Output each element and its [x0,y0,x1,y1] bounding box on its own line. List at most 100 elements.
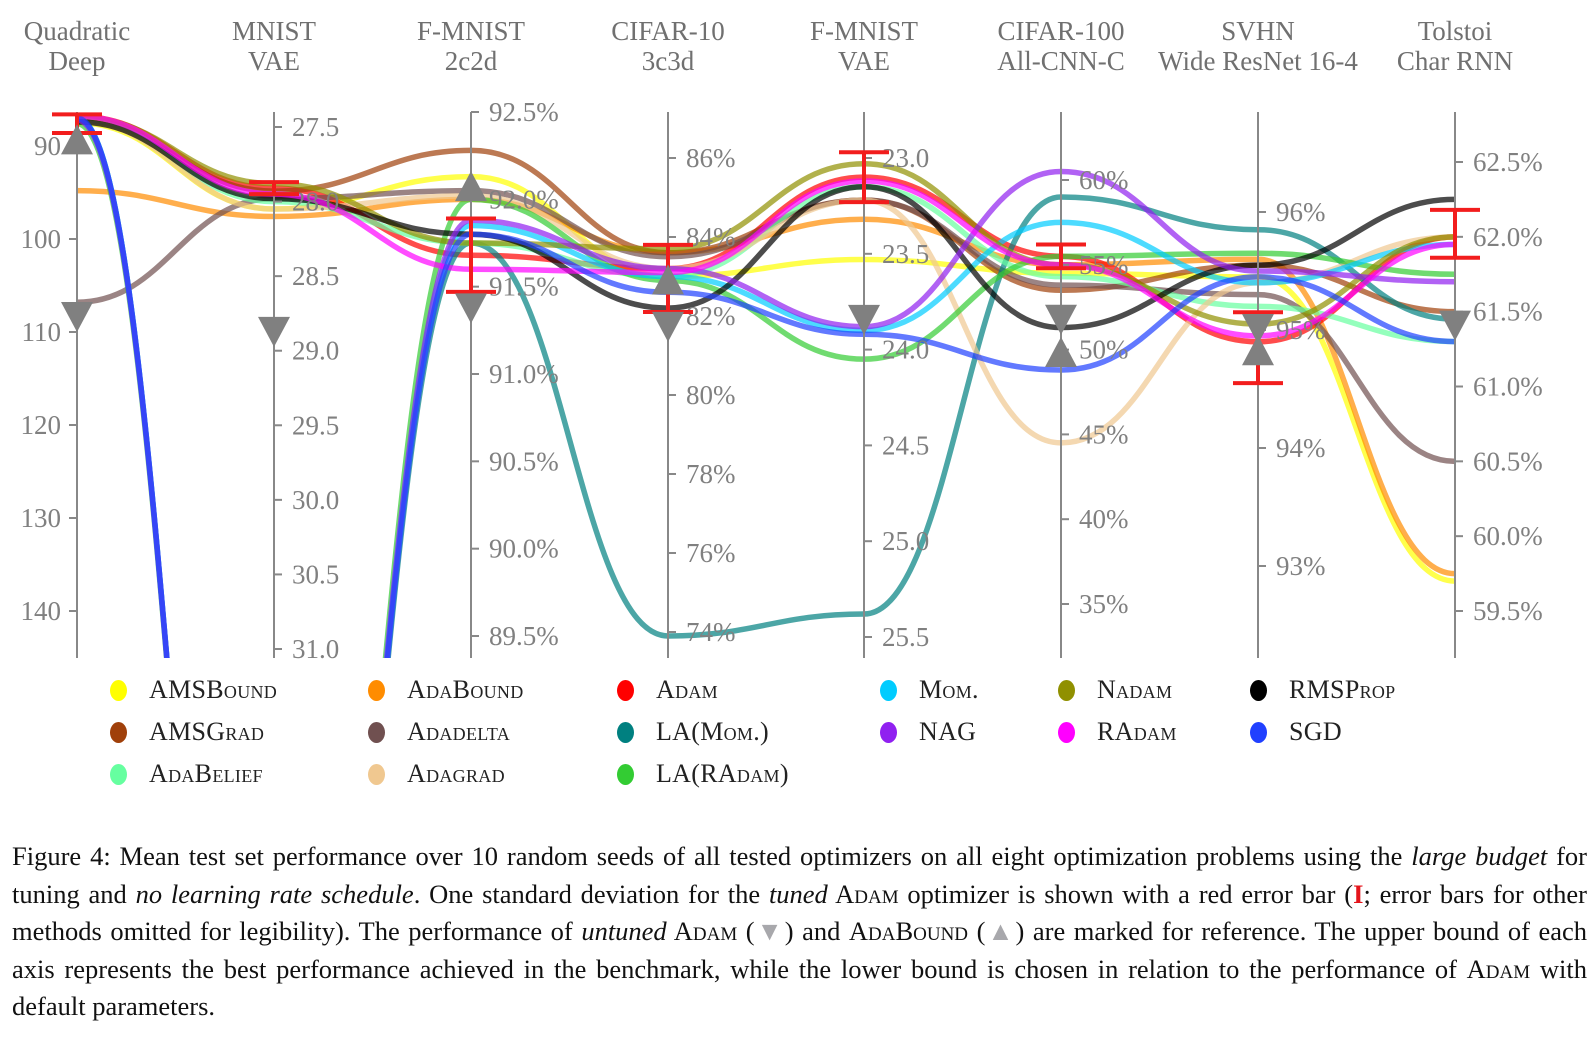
untuned-adam-marker [455,293,487,324]
tick-label: 61.0% [1473,372,1543,402]
legend-swatch [368,721,385,743]
legend-swatch [880,679,897,701]
caption-emphasis: untuned [581,916,667,946]
tick-label: 40% [1079,504,1129,534]
axis-title: CIFAR-10 [611,16,725,46]
legend-label: Adadelta [407,717,511,746]
legend-label: LA(RAdam) [656,759,789,788]
legend-item: SGD [1250,717,1342,747]
tick-label: 74% [686,617,736,647]
adam-error-bar [1036,242,1086,271]
axis-title: MNIST [232,16,317,46]
axis-subtitle: Char RNN [1397,46,1513,76]
triangle-down-icon: ▼ [754,916,785,946]
legend-item: Nadam [1058,675,1172,705]
series-line-nag [76,117,1456,658]
tick-label: 110 [22,317,62,347]
tick-label: 140 [21,596,62,626]
tick-label: 120 [21,410,62,440]
axis-title: CIFAR-100 [997,16,1124,46]
tick-label: 28.0 [292,187,339,217]
caption-text: with default parameters. [12,953,1587,1022]
caption-text: for tuning and [12,841,1587,909]
tick-label: 24.0 [882,335,929,365]
legend-item: AMSGrad [110,717,264,747]
caption-emphasis: tuned [768,878,828,909]
adabound-marker [1045,336,1077,367]
tick-label: 62.5% [1473,147,1543,177]
caption-text: ) are marked for reference. The upper bo… [12,916,1588,984]
legend-label: NAG [919,717,977,746]
parallel-coordinates-chart: QuadraticDeepMNISTVAEF-MNIST2c2dCIFAR-10… [21,16,1543,664]
legend-item: Adam [617,675,718,705]
tick-label: 27.5 [292,112,339,142]
axis-title: Quadratic [24,16,130,46]
series-line-sgd [76,115,1456,658]
legend-label: LA(Mom.) [656,717,769,746]
tick-label: 92.0% [489,184,559,214]
tick-label: 62.0% [1473,222,1543,252]
adam-error-bar [1430,207,1480,260]
legend-label: Adam [656,675,718,704]
legend-item: LA(Mom.) [617,717,769,747]
untuned-adam-marker [1439,310,1471,341]
legend-item: RAdam [1058,717,1177,747]
axis-titles: QuadraticDeepMNISTVAEF-MNIST2c2dCIFAR-10… [24,16,1513,76]
series-line-mom- [76,115,1456,658]
tick-label: 91.5% [489,272,559,302]
series-line-adam [76,113,1456,345]
tick-label: 55% [1079,250,1129,280]
tick-label: 91.0% [489,359,559,389]
caption-text: ( [968,916,986,946]
legend-swatch [1250,679,1267,701]
tick-label: 23.5 [882,239,929,269]
legend-item: Mom. [880,675,979,705]
caption-text: optimizer is shown with a red error bar … [898,878,1354,909]
tick-label: 28.5 [292,261,339,291]
caption-text: Figure 4: Mean test set performance over… [12,841,1412,871]
figure-caption: Figure 4: Mean test set performance over… [12,838,1587,1026]
legend-label: Adagrad [407,759,505,788]
tick-label: 82% [686,301,736,331]
legend-item: NAG [880,717,976,747]
tick-label: 90.5% [489,446,559,476]
adabound-marker [1242,335,1274,366]
legend-item: LA(RAdam) [617,759,789,789]
legend-swatch [110,679,127,701]
series-line-nadam [76,114,1456,327]
legend-label: AdaBelief [149,759,263,788]
tick-label: 31.0 [292,634,339,664]
legend-swatch [617,763,634,785]
legend-swatch [880,721,897,743]
tick-label: 92.5% [489,97,559,127]
adabound-marker [652,264,684,295]
caption-emphasis: large budget [1411,841,1548,871]
series-line-la-radam- [76,120,1456,658]
series-line-radam [76,113,1456,339]
tick-label: 24.5 [882,430,929,460]
axis-title: SVHN [1221,16,1295,46]
markers [52,112,1480,386]
triangle-up-icon: ▲ [985,916,1016,946]
legend-label: AMSBound [149,675,278,704]
tick-label: 100 [21,224,62,254]
series-lines [76,113,1456,658]
tick-label: 94% [1276,433,1326,463]
legend-item: Adagrad [368,759,505,789]
tick-label: 93% [1276,551,1326,581]
caption-optimizer-name: Adam [666,916,738,946]
tick-label: 30.0 [292,485,339,515]
caption-optimizer-name: AdaBound [848,916,969,946]
axis-subtitle: Wide ResNet 16-4 [1158,46,1358,76]
tick-label: 25.0 [882,526,929,556]
legend-swatch [617,721,634,743]
legend-label: Mom. [919,675,979,704]
legend-swatch [368,763,385,785]
caption-optimizer-name: Adam [827,878,899,909]
adam-error-bar [839,150,889,205]
legend-swatch [1058,679,1075,701]
adabound-marker [455,171,487,202]
untuned-adam-marker [1045,304,1077,335]
tick-label: 76% [686,538,736,568]
tick-label: 29.5 [292,410,339,440]
